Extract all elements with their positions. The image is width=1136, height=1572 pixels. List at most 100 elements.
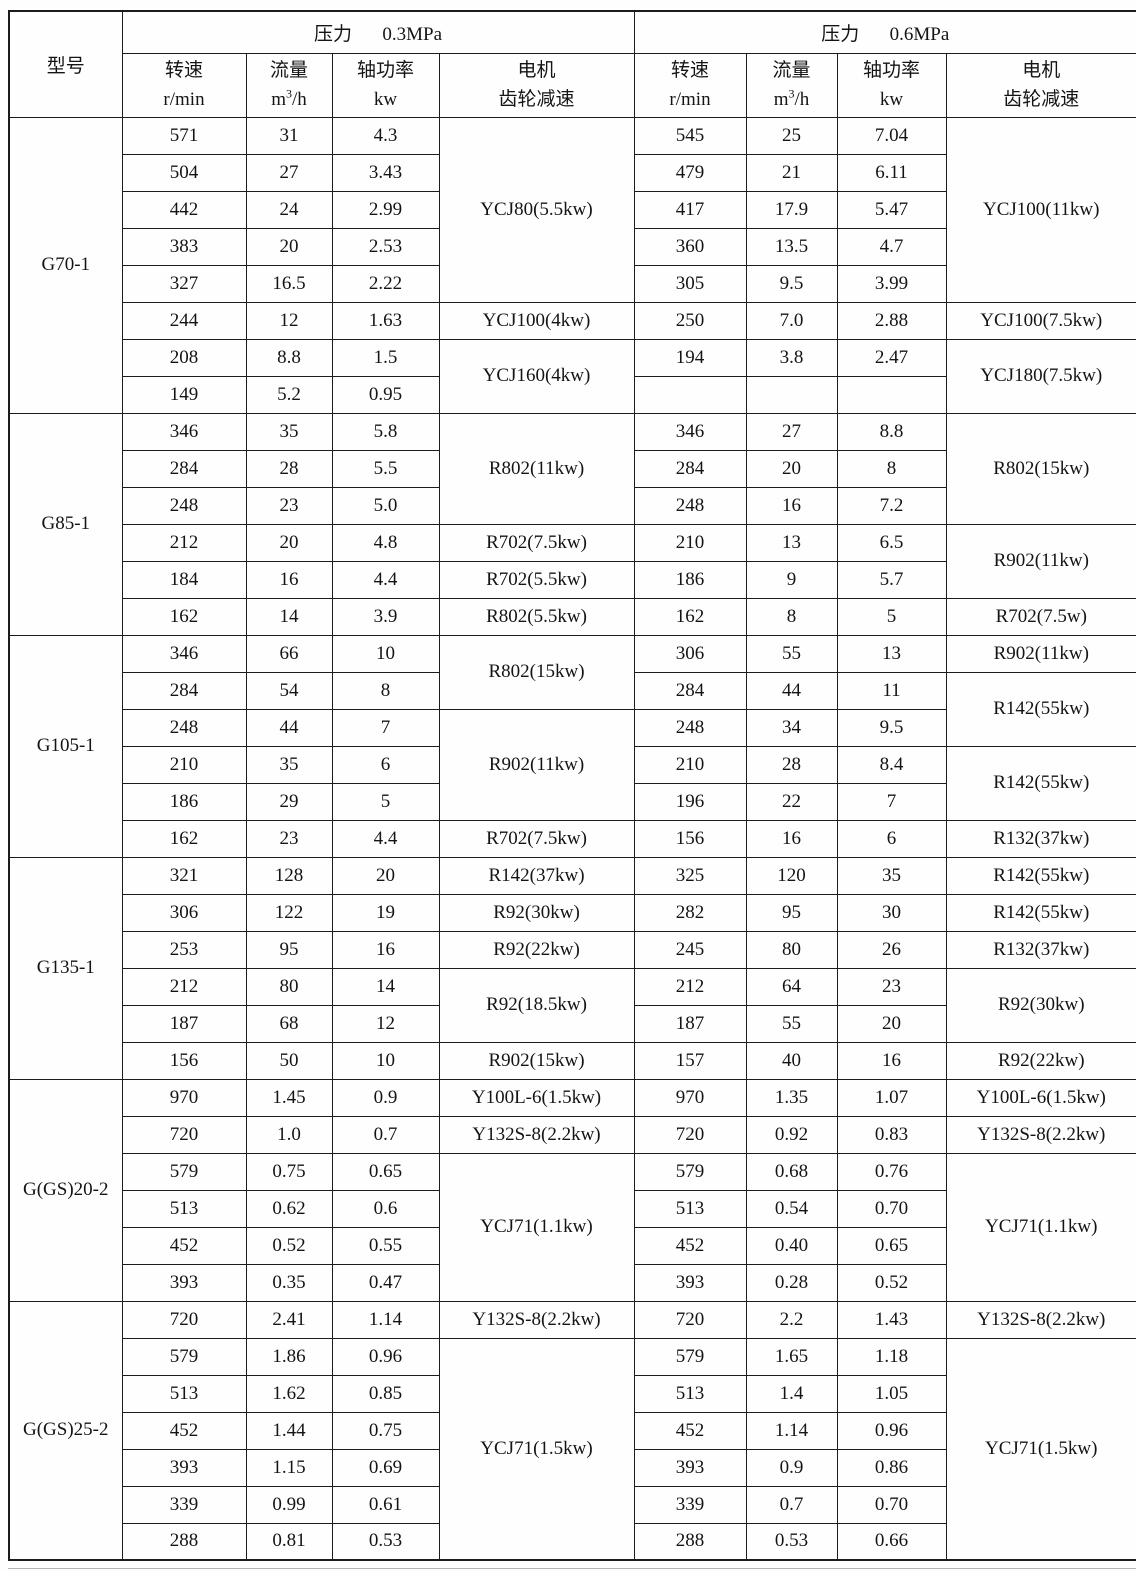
motor-cell-left: YCJ71(1.5kw) (438, 1337, 635, 1561)
power-cell-right: 5.7 (836, 560, 947, 599)
motor-cell-right: R132(37kw) (945, 930, 1136, 969)
model-column-header: 型号 (8, 10, 123, 118)
motor-cell-left: Y132S-8(2.2kw) (438, 1115, 635, 1154)
speed-cell-left: 162 (121, 819, 247, 858)
power-column-header-left: 轴功率 kw (331, 52, 440, 118)
power-cell-right (836, 375, 947, 414)
flow-cell-left: 0.75 (245, 1152, 333, 1191)
speed-cell-right: 187 (633, 1004, 747, 1043)
flow-cell-left: 1.86 (245, 1337, 333, 1376)
spec-row: 210 35 6 210 28 8.4 R142(55kw) (9, 745, 1136, 821)
flow-cell-left: 0.81 (245, 1522, 333, 1561)
speed-cell-left: 442 (121, 190, 247, 229)
speed-cell-left: 513 (121, 1189, 247, 1228)
flow-cell-left: 0.62 (245, 1189, 333, 1228)
power-cell-left: 0.95 (331, 375, 440, 414)
speed-cell-right: 305 (633, 264, 747, 303)
power-cell-left: 1.14 (331, 1300, 440, 1339)
flow-cell-left: 12 (245, 301, 333, 340)
power-column-header-right: 轴功率 kw (836, 52, 947, 118)
motor-cell-left: YCJ160(4kw) (438, 338, 635, 414)
power-cell-left: 0.7 (331, 1115, 440, 1154)
power-cell-right: 2.88 (836, 301, 947, 340)
table-body: G70-1 571 31 4.3 YCJ80(5.5kw) 545 25 7.04 YCJ100… (8, 116, 1136, 1561)
speed-cell-left: 212 (121, 523, 247, 562)
speed-cell-left: 253 (121, 930, 247, 969)
power-cell-right: 8.8 (836, 412, 947, 451)
power-cell-left: 3.43 (331, 153, 440, 192)
speed-cell-left: 208 (121, 338, 247, 377)
flow-cell-right: 16 (745, 486, 838, 525)
motor-cell-left: R902(11kw) (438, 708, 635, 821)
spec-row: 162 14 3.9 R802(5.5kw) 162 8 5 R702(7.5w) (9, 597, 1136, 636)
speed-cell-left: 284 (121, 671, 247, 710)
power-cell-right: 1.07 (836, 1078, 947, 1117)
power-cell-right: 6 (836, 819, 947, 858)
spec-row: G70-1 571 31 4.3 YCJ80(5.5kw) 545 25 7.04 YCJ100… (8, 116, 1136, 414)
power-cell-left: 20 (331, 856, 440, 895)
speed-cell-right: 346 (633, 412, 747, 451)
flow-cell-left: 1.62 (245, 1374, 333, 1413)
speed-cell-left: 393 (121, 1263, 247, 1302)
power-cell-left: 0.61 (331, 1485, 440, 1524)
motor-column-header-right: 电机 齿轮减速 (945, 52, 1136, 118)
power-cell-left: 4.3 (331, 116, 440, 155)
flow-cell-right: 2.2 (745, 1300, 838, 1339)
flow-cell-left: 0.52 (245, 1226, 333, 1265)
speed-cell-right: 360 (633, 227, 747, 266)
flow-cell-right: 0.28 (745, 1263, 838, 1302)
power-cell-right: 6.5 (836, 523, 947, 562)
speed-cell-left: 186 (121, 782, 247, 821)
flow-cell-left: 8.8 (245, 338, 333, 377)
power-cell-left: 4.8 (331, 523, 440, 562)
motor-cell-right: R702(7.5w) (945, 597, 1136, 636)
power-cell-left: 0.47 (331, 1263, 440, 1302)
speed-cell-right (633, 375, 747, 414)
flow-cell-right: 0.54 (745, 1189, 838, 1228)
spec-row: 186 29 5 196 22 7 (9, 782, 1136, 821)
flow-cell-right: 0.53 (745, 1522, 838, 1561)
flow-cell-left: 54 (245, 671, 333, 710)
speed-cell-left: 339 (121, 1485, 247, 1524)
power-cell-left: 8 (331, 671, 440, 710)
flow-cell-right: 17.9 (745, 190, 838, 229)
flow-cell-left: 14 (245, 597, 333, 636)
power-cell-right: 35 (836, 856, 947, 895)
motor-cell-right: YCJ100(7.5kw) (945, 301, 1136, 340)
power-cell-right: 0.83 (836, 1115, 947, 1154)
power-cell-right: 5.47 (836, 190, 947, 229)
pressure-03mpa-header: 压力 0.3MPa (121, 10, 635, 54)
flow-cell-right: 3.8 (745, 338, 838, 377)
flow-cell-left: 95 (245, 930, 333, 969)
power-cell-right: 0.65 (836, 1226, 947, 1265)
spec-row: 212 20 4.8 R702(7.5kw) 210 13 6.5 R902(11kw) (9, 523, 1136, 599)
speed-cell-left: 321 (121, 856, 247, 895)
speed-cell-right: 417 (633, 190, 747, 229)
power-cell-left: 0.9 (331, 1078, 440, 1117)
flow-cell-right: 27 (745, 412, 838, 451)
flow-cell-right: 1.65 (745, 1337, 838, 1376)
motor-cell-left: R142(37kw) (438, 856, 635, 895)
power-cell-left: 2.99 (331, 190, 440, 229)
motor-cell-right: R132(37kw) (945, 819, 1136, 858)
speed-cell-right: 162 (633, 597, 747, 636)
motor-cell-right: R902(11kw) (945, 523, 1136, 599)
flow-cell-right: 8 (745, 597, 838, 636)
power-cell-left: 0.65 (331, 1152, 440, 1191)
spec-row: 504 27 3.43 479 21 6.11 (9, 153, 1136, 192)
power-cell-right: 0.70 (836, 1485, 947, 1524)
power-cell-left: 0.55 (331, 1226, 440, 1265)
flow-cell-right: 0.7 (745, 1485, 838, 1524)
speed-cell-left: 210 (121, 745, 247, 784)
flow-cell-right: 21 (745, 153, 838, 192)
speed-cell-left: 212 (121, 967, 247, 1006)
speed-cell-left: 579 (121, 1152, 247, 1191)
flow-cell-left: 16.5 (245, 264, 333, 303)
pressure-label: 压力 (821, 23, 860, 45)
speed-cell-right: 212 (633, 967, 747, 1006)
spec-row: G135-1 321 128 20 R142(37kw) 325 120 35 R142(55k… (8, 856, 1136, 1080)
spec-row: G(GS)20-2 970 1.45 0.9 Y100L-6(1.5kw) 970 1.35… (8, 1078, 1136, 1302)
spec-row: 184 16 4.4 R702(5.5kw) 186 9 5.7 (9, 560, 1136, 599)
motor-cell-left: Y100L-6(1.5kw) (438, 1078, 635, 1117)
motor-cell-left: R802(11kw) (438, 412, 635, 525)
